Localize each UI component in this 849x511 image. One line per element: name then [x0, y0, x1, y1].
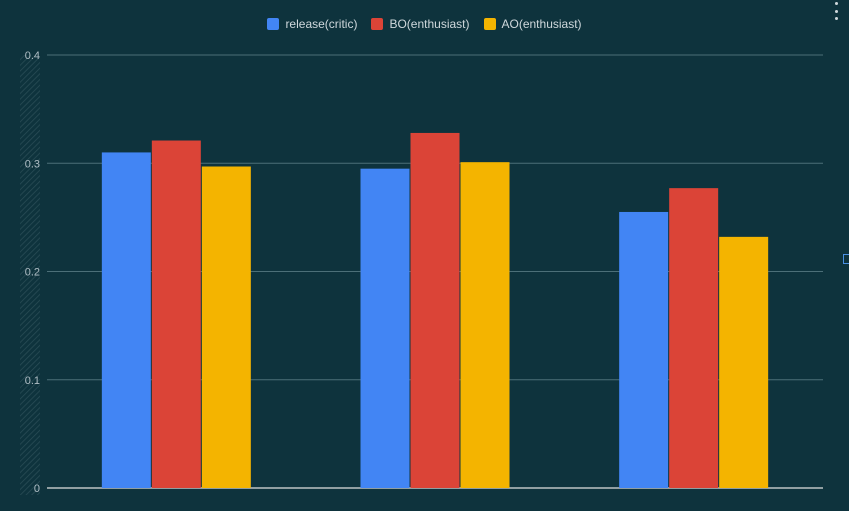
- legend-swatch: [483, 18, 496, 30]
- legend-label: release(critic): [285, 17, 358, 31]
- y-tick-label: 0.1: [25, 375, 40, 387]
- bar[interactable]: [360, 168, 410, 488]
- bar[interactable]: [460, 162, 510, 489]
- y-tick-label: 0: [34, 483, 40, 495]
- y-axis-ticks: 0 0.1 0.2 0.3 0.4: [25, 50, 40, 495]
- legend-swatch: [267, 18, 280, 30]
- y-tick-label: 0.2: [25, 267, 40, 279]
- bar[interactable]: [619, 211, 669, 488]
- y-tick-label: 0.4: [25, 50, 40, 62]
- legend-item[interactable]: BO(enthusiast): [371, 17, 470, 31]
- bar[interactable]: [410, 132, 460, 488]
- resize-handle[interactable]: [843, 254, 849, 264]
- bar[interactable]: [719, 236, 769, 488]
- legend-item[interactable]: release(critic): [267, 17, 357, 31]
- bar[interactable]: [151, 140, 201, 488]
- bar[interactable]: [669, 188, 719, 488]
- legend-swatch: [371, 18, 384, 30]
- bar[interactable]: [201, 166, 251, 488]
- chart-legend: release(critic) BO(enthusiast) AO(enthusia…: [0, 17, 849, 31]
- y-tick-label: 0.3: [25, 158, 40, 170]
- more-vertical-icon[interactable]: [833, 2, 839, 20]
- legend-label: BO(enthusiast): [389, 17, 470, 31]
- y-axis-scroll-hatch: [20, 55, 40, 495]
- legend-item[interactable]: AO(enthusiast): [483, 17, 582, 31]
- legend-label: AO(enthusiast): [501, 17, 582, 31]
- bars: [101, 132, 769, 489]
- bar[interactable]: [101, 152, 151, 489]
